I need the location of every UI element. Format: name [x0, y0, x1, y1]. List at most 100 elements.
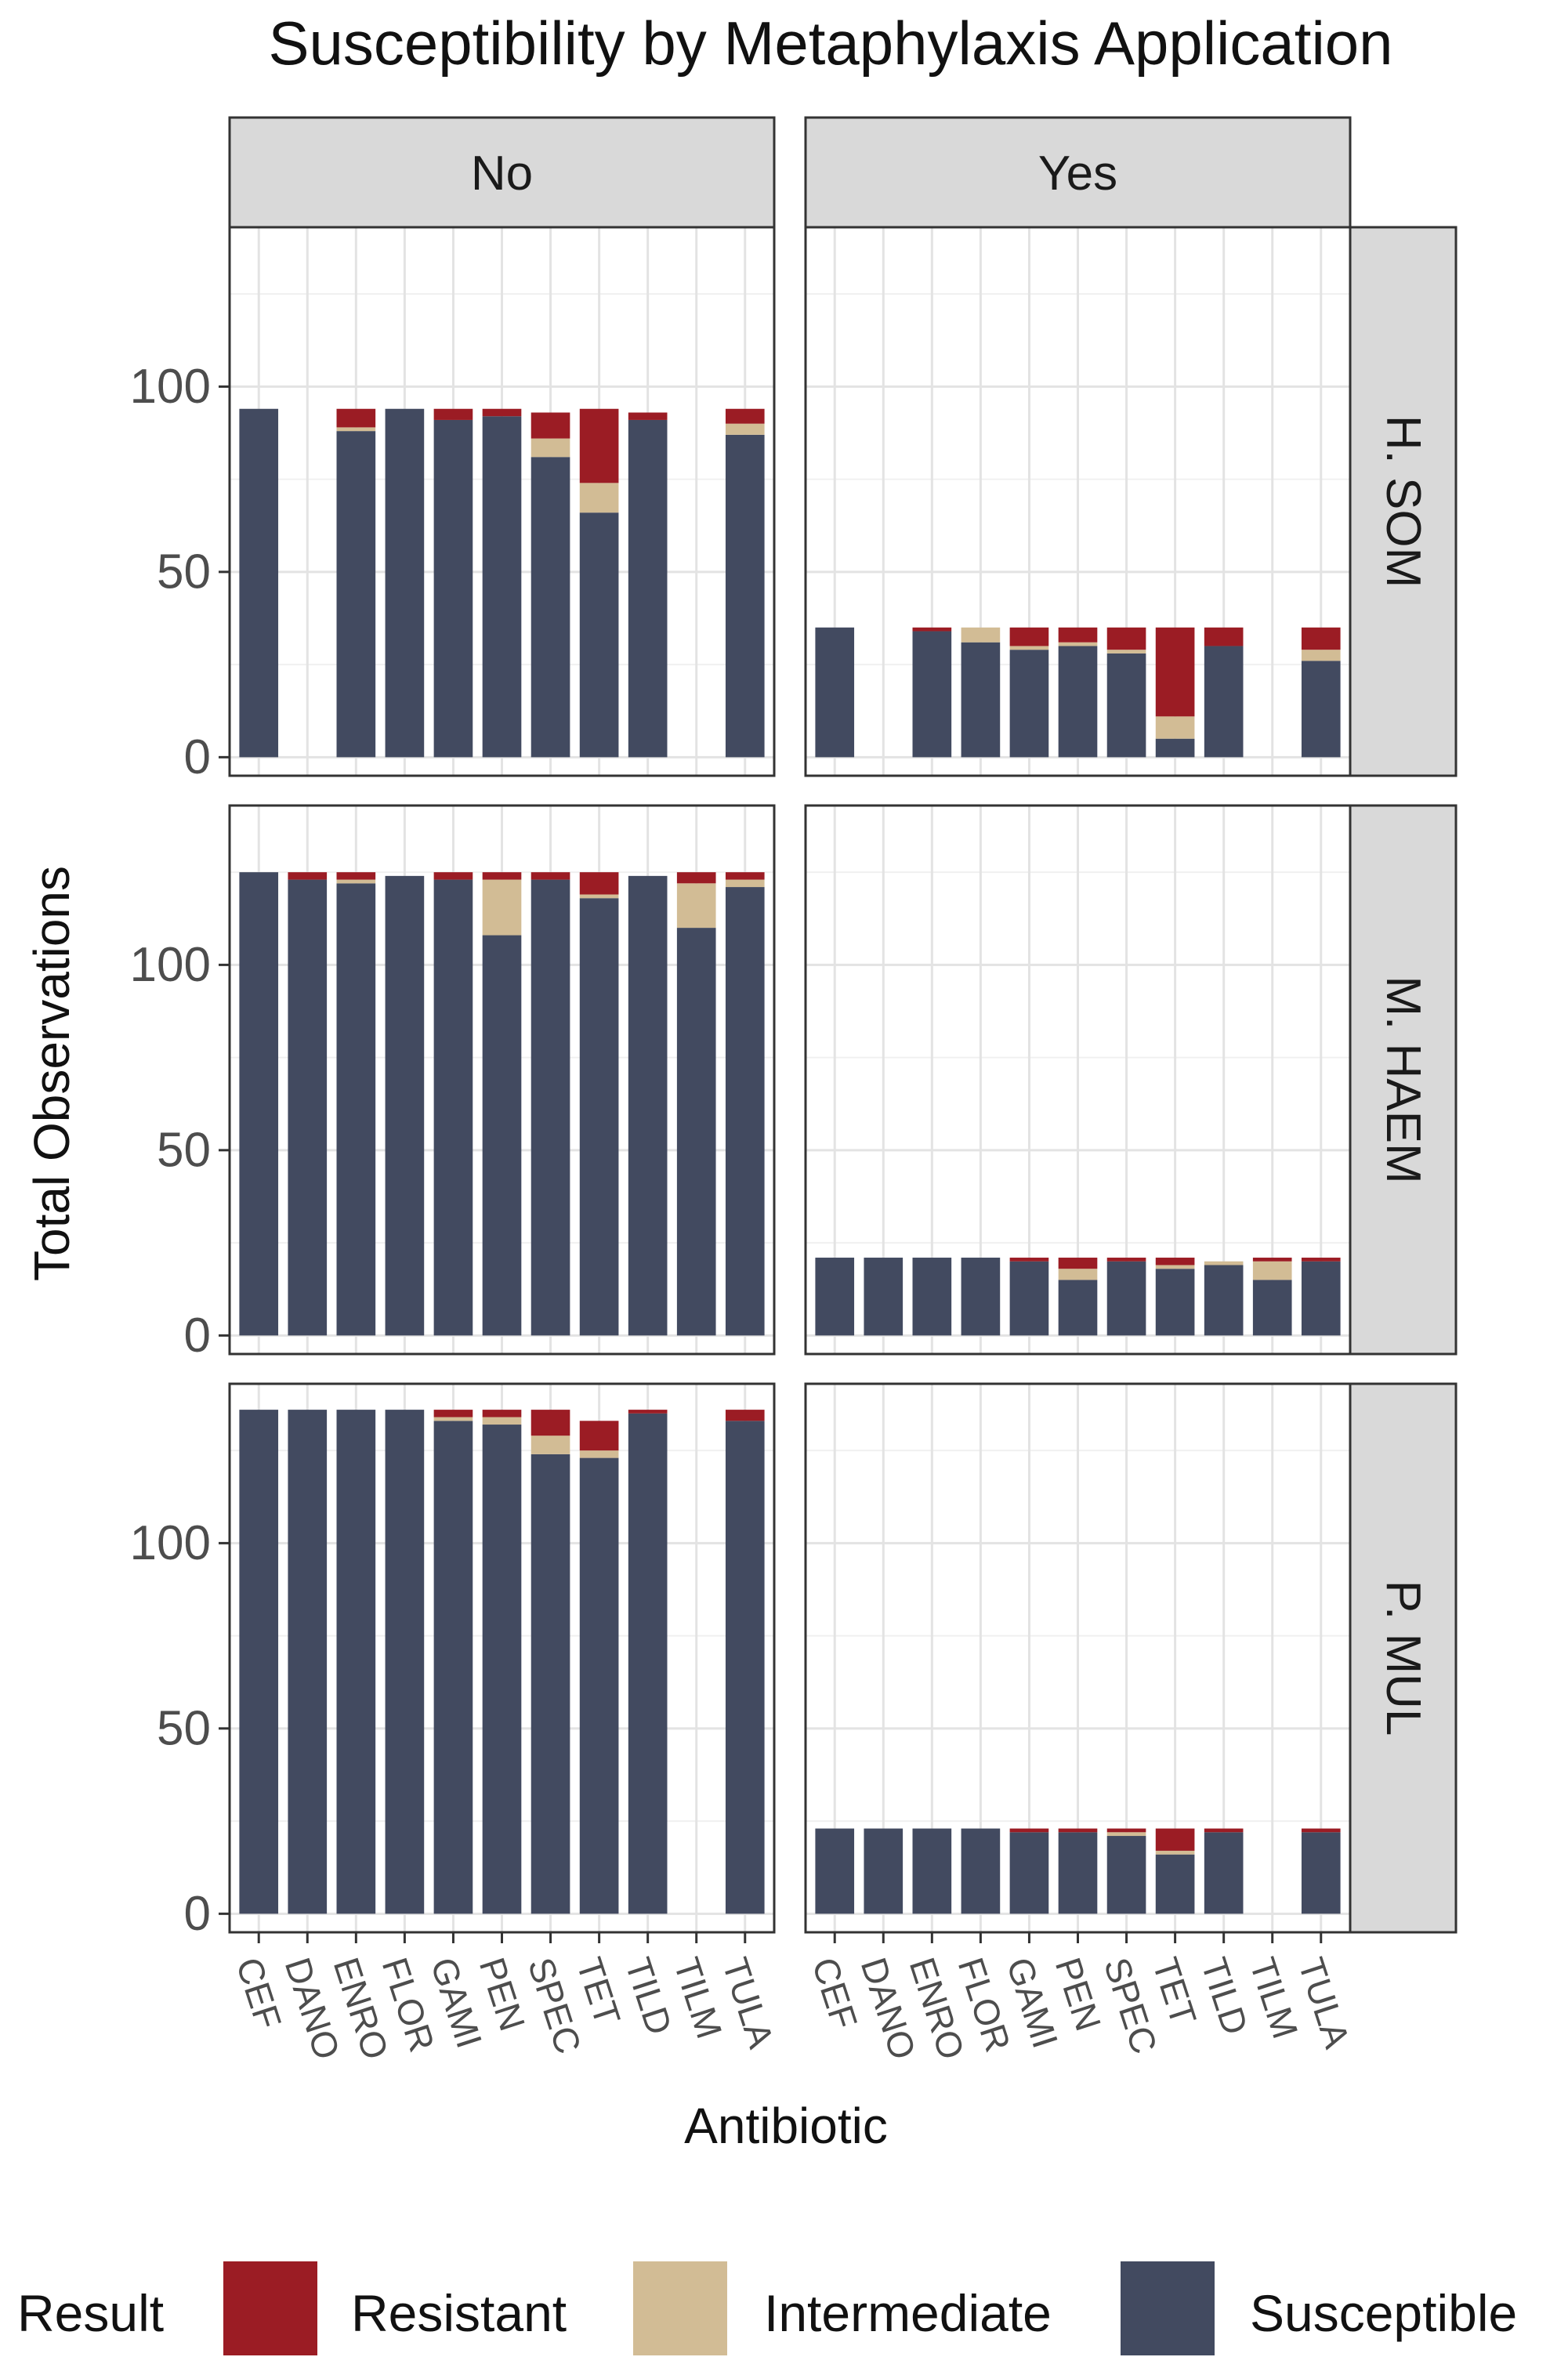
facet-label-m-haem: M. HAEM: [1376, 976, 1430, 1183]
bar-m-haem-no-cef-susceptible: [239, 872, 279, 1336]
bar-m-haem-yes-gami-resistant: [1009, 1258, 1049, 1262]
bar-h-som-no-spec-susceptible: [531, 457, 570, 758]
bar-h-som-no-pen-resistant: [482, 408, 522, 417]
bar-m-haem-no-flor-susceptible: [385, 875, 425, 1336]
bar-m-haem-yes-dano-susceptible: [864, 1258, 904, 1336]
bar-p-mul-yes-tild-susceptible: [1204, 1832, 1244, 1914]
facet-label-no: No: [471, 147, 533, 201]
facet-strip-h-som: [1349, 226, 1458, 777]
bar-p-mul-no-tild-susceptible: [628, 1413, 668, 1914]
bar-m-haem-no-tilm-intermediate: [676, 883, 716, 929]
bar-p-mul-yes-tet-intermediate: [1155, 1850, 1195, 1855]
bar-h-som-yes-gami-intermediate: [1009, 646, 1049, 650]
facet-strip-p-mul: [1349, 1382, 1458, 1934]
bar-p-mul-yes-spec-intermediate: [1106, 1832, 1146, 1837]
panel-p-mul-yes: [804, 1382, 1352, 1934]
y-tick-label: 0: [184, 1309, 211, 1363]
bar-m-haem-no-enro-susceptible: [336, 883, 376, 1336]
legend-key-resistant: [223, 2261, 317, 2355]
bar-m-haem-yes-enro-susceptible: [912, 1258, 952, 1336]
facet-label-yes: Yes: [1038, 147, 1117, 201]
y-tick-label: 0: [184, 730, 211, 784]
facet-label-h-som: H. SOM: [1376, 415, 1430, 588]
bar-p-mul-no-tet-susceptible: [579, 1457, 619, 1914]
y-tick-label: 50: [157, 545, 211, 599]
bar-h-som-no-gami-resistant: [433, 408, 473, 420]
bar-m-haem-no-pen-susceptible: [482, 935, 522, 1336]
bar-h-som-yes-spec-intermediate: [1106, 650, 1146, 653]
panel-border: [228, 804, 776, 1356]
bar-m-haem-no-tula-resistant: [725, 872, 765, 880]
bar-m-haem-yes-pen-susceptible: [1058, 1280, 1098, 1336]
bar-m-haem-yes-tilm-intermediate: [1252, 1261, 1292, 1280]
bar-p-mul-yes-tet-susceptible: [1155, 1854, 1195, 1914]
panel-m-haem-no: [228, 804, 776, 1356]
facet-panels: No Yes H. SOM M. HAEM P. MUL: [228, 116, 1458, 1934]
bar-p-mul-yes-spec-susceptible: [1106, 1836, 1146, 1914]
facet-strip-no: [228, 116, 776, 229]
bar-h-som-yes-tet-resistant: [1155, 627, 1195, 717]
bar-m-haem-no-tilm-resistant: [676, 872, 716, 884]
bar-p-mul-yes-tet-resistant: [1155, 1828, 1195, 1851]
bar-h-som-no-cef-susceptible: [239, 408, 279, 758]
bar-m-haem-yes-spec-susceptible: [1106, 1261, 1146, 1336]
bar-m-haem-no-tet-susceptible: [579, 898, 619, 1336]
bar-p-mul-no-pen-intermediate: [482, 1417, 522, 1425]
bar-m-haem-no-tula-susceptible: [725, 887, 765, 1336]
legend: Result Resistant Intermediate Susceptible: [17, 2261, 1517, 2355]
bar-p-mul-no-tet-resistant: [579, 1421, 619, 1451]
bar-m-haem-yes-tild-intermediate: [1204, 1261, 1244, 1265]
bar-h-som-no-gami-susceptible: [433, 419, 473, 758]
bar-h-som-no-tild-resistant: [628, 412, 668, 420]
bar-h-som-no-flor-susceptible: [385, 408, 425, 758]
facet-strip-yes: [804, 116, 1352, 229]
bar-h-som-yes-gami-resistant: [1009, 627, 1049, 646]
bar-h-som-yes-tet-susceptible: [1155, 738, 1195, 758]
bar-p-mul-no-cef-susceptible: [239, 1410, 279, 1914]
bar-p-mul-no-spec-resistant: [531, 1410, 570, 1436]
bar-h-som-yes-gami-susceptible: [1009, 650, 1049, 758]
bar-p-mul-yes-pen-susceptible: [1058, 1832, 1098, 1914]
bar-m-haem-no-gami-susceptible: [433, 879, 473, 1336]
bar-p-mul-yes-cef-susceptible: [815, 1828, 855, 1914]
bar-m-haem-no-tet-intermediate: [579, 894, 619, 899]
bar-h-som-yes-spec-susceptible: [1106, 653, 1146, 758]
bar-p-mul-yes-dano-susceptible: [864, 1828, 904, 1914]
bar-m-haem-no-enro-resistant: [336, 872, 376, 880]
bar-m-haem-no-dano-resistant: [288, 872, 328, 880]
bar-h-som-yes-tet-intermediate: [1155, 716, 1195, 739]
y-tick-label: 0: [184, 1887, 211, 1941]
bar-m-haem-yes-tet-resistant: [1155, 1258, 1195, 1265]
bar-m-haem-yes-tet-intermediate: [1155, 1265, 1195, 1269]
bar-m-haem-yes-flor-susceptible: [961, 1258, 1001, 1336]
bar-m-haem-no-dano-susceptible: [288, 879, 328, 1336]
bar-h-som-no-enro-resistant: [336, 408, 376, 428]
bar-h-som-yes-spec-resistant: [1106, 627, 1146, 650]
bar-m-haem-yes-pen-resistant: [1058, 1258, 1098, 1269]
bar-m-haem-no-spec-susceptible: [531, 879, 570, 1336]
bar-p-mul-no-gami-resistant: [433, 1410, 473, 1417]
bar-h-som-no-tula-resistant: [725, 408, 765, 424]
bar-p-mul-no-tet-intermediate: [579, 1450, 619, 1458]
bar-p-mul-yes-spec-resistant: [1106, 1828, 1146, 1833]
panel-border: [804, 226, 1352, 777]
legend-key-intermediate: [633, 2261, 727, 2355]
bar-p-mul-yes-gami-resistant: [1009, 1828, 1049, 1833]
bar-m-haem-yes-gami-susceptible: [1009, 1261, 1049, 1336]
bar-h-som-yes-pen-resistant: [1058, 627, 1098, 643]
bar-p-mul-no-tild-resistant: [628, 1410, 668, 1414]
bar-h-som-no-tet-intermediate: [579, 483, 619, 513]
x-tick-label-tula: TULA: [1291, 1953, 1358, 2053]
bar-h-som-yes-tild-susceptible: [1204, 646, 1244, 758]
bar-h-som-yes-tula-resistant: [1301, 627, 1341, 650]
bar-m-haem-yes-tilm-resistant: [1252, 1258, 1292, 1262]
legend-label-intermediate: Intermediate: [764, 2284, 1052, 2342]
bar-m-haem-yes-tild-susceptible: [1204, 1265, 1244, 1336]
panel-p-mul-no: [228, 1382, 776, 1934]
bar-m-haem-yes-tet-susceptible: [1155, 1269, 1195, 1336]
bar-h-som-no-spec-resistant: [531, 412, 570, 439]
bar-h-som-yes-tula-susceptible: [1301, 661, 1341, 758]
bar-p-mul-no-tula-resistant: [725, 1410, 765, 1421]
panel-h-som-no: [228, 226, 776, 777]
bar-h-som-yes-enro-resistant: [912, 627, 952, 632]
